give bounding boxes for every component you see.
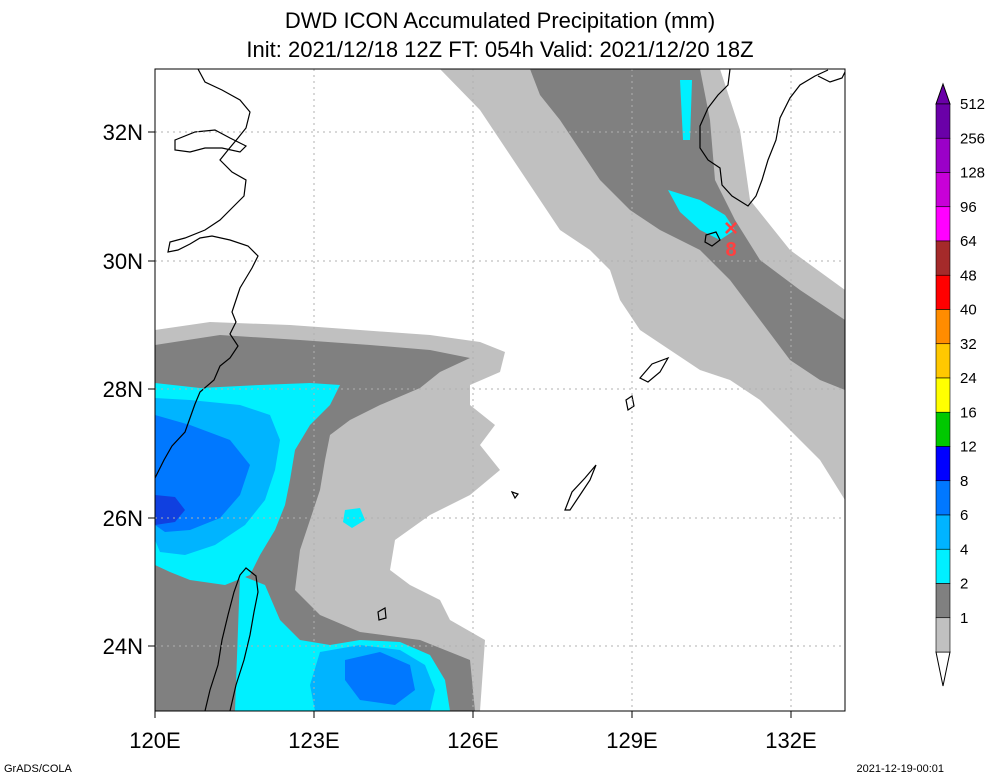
colorbar-swatch bbox=[935, 137, 951, 173]
colorbar-top-arrow bbox=[935, 82, 951, 105]
colorbar-swatch bbox=[935, 103, 951, 139]
shikoku-coastline bbox=[817, 71, 845, 83]
colorbar-label: 24 bbox=[960, 370, 977, 387]
y-tick-label: 32N bbox=[103, 120, 143, 145]
colorbar-swatch bbox=[935, 377, 951, 413]
colorbar-swatch bbox=[935, 514, 951, 550]
colorbar-swatch bbox=[935, 411, 951, 447]
colorbar-label: 2 bbox=[960, 576, 968, 593]
small-island-outline-1 bbox=[625, 395, 635, 411]
x-tick-label: 120E bbox=[129, 728, 180, 753]
colorbar-label: 40 bbox=[960, 302, 977, 319]
graticule bbox=[155, 69, 845, 711]
y-tick-label: 30N bbox=[103, 249, 143, 274]
precip-area-8mm-south bbox=[345, 652, 415, 705]
okinawa-island-outline bbox=[564, 464, 597, 511]
colorbar-label: 128 bbox=[960, 165, 985, 182]
colorbar-swatch bbox=[935, 583, 951, 619]
colorbar-label: 96 bbox=[960, 199, 977, 216]
precip-area-2mm-northeast bbox=[530, 69, 845, 390]
colorbar-swatch bbox=[935, 172, 951, 208]
colorbar-label: 16 bbox=[960, 404, 977, 421]
small-island-outline-3 bbox=[510, 490, 519, 500]
x-tick-label: 129E bbox=[606, 728, 657, 753]
precip-area-4mm-north-strip bbox=[680, 80, 692, 140]
precipitation-field bbox=[155, 69, 845, 711]
precip-area-4mm-northeast bbox=[668, 190, 735, 240]
colorbar-swatch bbox=[935, 206, 951, 242]
x-tick-label: 123E bbox=[288, 728, 339, 753]
amami-island-outline bbox=[639, 356, 670, 383]
colorbar-label: 8 bbox=[960, 473, 968, 490]
tick-marks bbox=[148, 131, 792, 718]
china-coastline bbox=[155, 69, 259, 479]
kyushu-coastline bbox=[699, 69, 829, 207]
colorbar-label: 64 bbox=[960, 233, 977, 250]
colorbar-label: 4 bbox=[960, 541, 968, 558]
colorbar-label: 32 bbox=[960, 336, 977, 353]
map-title: DWD ICON Accumulated Precipitation (mm) bbox=[284, 8, 716, 33]
colorbar-swatch bbox=[935, 617, 951, 653]
colorbar-swatch bbox=[935, 240, 951, 276]
colorbar-swatch bbox=[935, 548, 951, 584]
footer-timestamp: 2021-12-19-00:01 bbox=[856, 763, 944, 775]
y-tick-label: 24N bbox=[103, 634, 143, 659]
x-tick-label: 132E bbox=[765, 728, 816, 753]
taiwan-coastline bbox=[204, 567, 259, 711]
storm-center-marker: × 8 bbox=[724, 215, 738, 261]
map-frame bbox=[154, 68, 846, 712]
coastlines bbox=[155, 69, 845, 711]
small-island-outline-2 bbox=[377, 607, 387, 621]
colorbar-label: 1 bbox=[960, 610, 968, 627]
colorbar-label: 12 bbox=[960, 439, 977, 456]
shanghai-bay-outline bbox=[174, 129, 248, 153]
colorbar-swatch bbox=[935, 480, 951, 516]
y-tick-label: 26N bbox=[103, 506, 143, 531]
colorbar-label: 512 bbox=[960, 96, 985, 113]
colorbar-swatch bbox=[935, 343, 951, 379]
y-axis-labels: 32N 30N 28N 26N 24N bbox=[103, 120, 143, 659]
map-subtitle: Init: 2021/12/18 12Z FT: 054h Valid: 202… bbox=[246, 37, 754, 62]
x-tick-label: 126E bbox=[447, 728, 498, 753]
precip-area-1mm-northeast bbox=[440, 69, 845, 500]
colorbar-label: 256 bbox=[960, 130, 985, 147]
colorbar-swatch bbox=[935, 309, 951, 345]
y-tick-label: 28N bbox=[103, 377, 143, 402]
storm-x-symbol: × bbox=[724, 215, 738, 242]
colorbar-bottom-arrow bbox=[935, 651, 951, 687]
footer-credit: GrADS/COLA bbox=[4, 763, 72, 775]
x-axis-labels: 120E 123E 126E 129E 132E bbox=[129, 728, 816, 753]
yakushima-island-outline bbox=[704, 231, 721, 247]
colorbar-label: 48 bbox=[960, 267, 977, 284]
colorbar-label: 6 bbox=[960, 507, 968, 524]
colorbar-swatch bbox=[935, 274, 951, 310]
storm-label: 8 bbox=[725, 239, 736, 261]
colorbar-swatch bbox=[935, 446, 951, 482]
